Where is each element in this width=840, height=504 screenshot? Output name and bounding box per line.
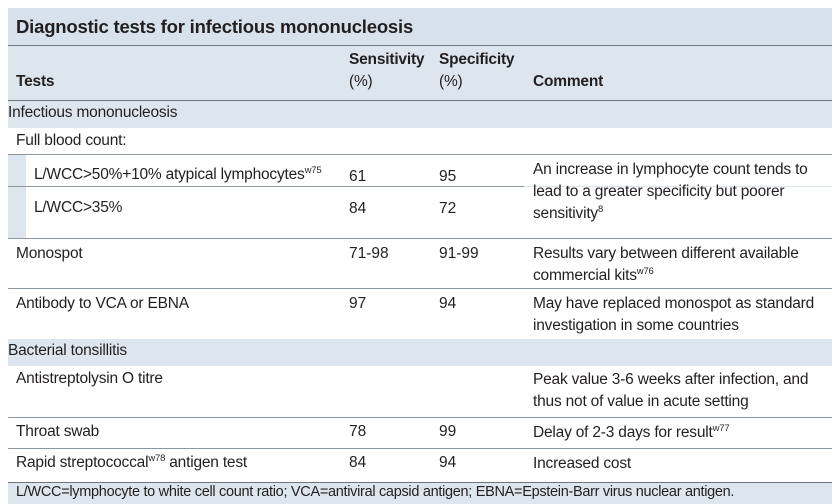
row-divider — [8, 288, 832, 289]
cell-test: Full blood count: — [16, 132, 127, 149]
header-comment: Comment — [533, 73, 604, 90]
cell-specificity: 72 — [439, 200, 457, 217]
indent-strip — [8, 187, 26, 238]
row-divider — [8, 417, 832, 418]
indent-strip — [8, 155, 26, 186]
table-panel: Diagnostic tests for infectious mononucl… — [8, 8, 832, 504]
cell-sensitivity: 84 — [349, 454, 367, 471]
table-footnote: L/WCC=lymphocyte to white cell count rat… — [16, 484, 735, 500]
header-tests: Tests — [16, 73, 55, 90]
section-label: Infectious mononucleosis — [8, 104, 178, 121]
table-row-monospot: Monospot 71-98 91-99 Results vary betwee… — [8, 239, 832, 288]
table-row-throat-swab: Throat swab 78 99 Delay of 2-3 days for … — [8, 418, 832, 448]
row-divider — [8, 154, 832, 155]
cell-specificity: 91-99 — [439, 245, 479, 262]
row-divider — [8, 238, 832, 239]
section-infectious-mononucleosis: Infectious mononucleosis — [8, 101, 832, 127]
header-sensitivity-line1: Sensitivity — [349, 51, 425, 68]
table-row-lwcc-50: L/WCC>50%+10% atypical lymphocytesw75 61… — [8, 155, 832, 186]
cell-specificity: 95 — [439, 168, 457, 185]
table-row-antibody: Antibody to VCA or EBNA 97 94 May have r… — [8, 289, 832, 339]
table-row-full-blood-count: Full blood count: — [8, 128, 832, 154]
cell-comment: May have replaced monospot as standard i… — [533, 295, 815, 334]
cell-specificity: 99 — [439, 423, 457, 440]
header-specificity: Specificity (%) — [439, 49, 515, 93]
row-divider — [8, 186, 524, 187]
cell-specificity: 94 — [439, 295, 457, 312]
row-divider — [8, 448, 832, 449]
header-sensitivity: Sensitivity (%) — [349, 49, 425, 93]
header-specificity-line1: Specificity — [439, 51, 515, 68]
table-footnote-bar: L/WCC=lymphocyte to white cell count rat… — [8, 483, 832, 504]
cell-sensitivity: 84 — [349, 200, 367, 217]
cell-comment: Results vary between different available… — [533, 245, 799, 284]
table-title-bar: Diagnostic tests for infectious mononucl… — [8, 8, 832, 46]
cell-test: Antibody to VCA or EBNA — [16, 295, 189, 312]
cell-sensitivity: 61 — [349, 168, 367, 185]
header-divider — [8, 100, 832, 101]
header-sensitivity-line2: (%) — [349, 73, 373, 90]
cell-sensitivity: 71-98 — [349, 245, 389, 262]
cell-comment: Peak value 3-6 weeks after infection, an… — [533, 371, 809, 410]
cell-test: L/WCC>35% — [34, 199, 123, 216]
cell-sensitivity: 97 — [349, 295, 367, 312]
table-row-lwcc-35: L/WCC>35% 84 72 — [8, 187, 832, 238]
section-label: Bacterial tonsillitis — [8, 342, 127, 359]
table-title: Diagnostic tests for infectious mononucl… — [16, 16, 414, 37]
cell-sensitivity: 78 — [349, 423, 367, 440]
table-row-antistreptolysin: Antistreptolysin O titre Peak value 3-6 … — [8, 366, 832, 417]
cell-specificity: 94 — [439, 454, 457, 471]
header-specificity-line2: (%) — [439, 73, 463, 90]
cell-test: Throat swab — [16, 423, 100, 440]
cell-comment: Delay of 2-3 days for resultw77 — [533, 423, 730, 441]
cell-test: Antistreptolysin O titre — [16, 370, 163, 387]
table-bottom-rule — [8, 482, 832, 483]
cell-test: L/WCC>50%+10% atypical lymphocytesw75 — [34, 165, 322, 183]
cell-test: Rapid streptococcalw78 antigen test — [16, 453, 248, 471]
cell-comment-lwcc: An increase in lymphocyte count tends to… — [533, 161, 808, 222]
table-row-rapid-strep: Rapid streptococcalw78 antigen test 84 9… — [8, 449, 832, 482]
section-bacterial-tonsillitis: Bacterial tonsillitis — [8, 339, 832, 365]
cell-comment: Increased cost — [533, 455, 632, 472]
cell-test: Monospot — [16, 245, 83, 262]
